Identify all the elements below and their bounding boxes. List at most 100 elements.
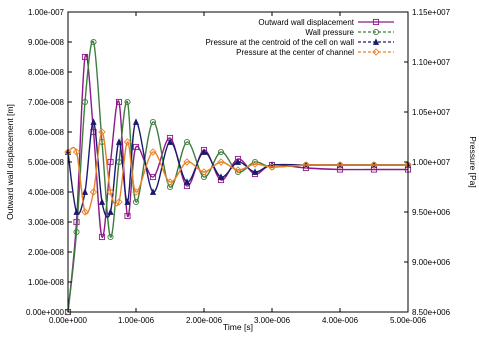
y-tick-label: 8.00e-008: [28, 68, 65, 77]
data-point: [200, 173, 208, 181]
data-point: [200, 148, 208, 155]
data-point: [81, 98, 89, 106]
y2-tick-label: 9.00e+006: [412, 258, 451, 267]
data-point: [149, 188, 157, 195]
data-point: [107, 158, 114, 166]
data-point: [124, 198, 131, 205]
plot-lines: [64, 38, 412, 316]
y2-tick-label: 1.10e+007: [412, 58, 451, 67]
data-point: [251, 160, 259, 168]
data-point: [166, 138, 174, 145]
data-point: [183, 178, 191, 185]
data-point: [217, 158, 225, 166]
data-point: [132, 118, 140, 125]
x-axis-title: Time [s]: [223, 322, 253, 332]
y2-tick-label: 1.15e+007: [412, 8, 451, 17]
data-point: [166, 183, 174, 191]
legend-item: Wall pressure: [305, 28, 394, 37]
data-point: [183, 138, 191, 146]
y-tick-label: 3.00e-008: [28, 218, 65, 227]
data-point: [268, 163, 276, 171]
x-tick-label: 5.00e-006: [390, 316, 427, 325]
data-point: [166, 178, 174, 186]
y-tick-label: 2.00e-008: [28, 248, 65, 257]
data-point: [251, 168, 259, 175]
y-tick-label: 9.00e-008: [28, 38, 65, 47]
series-4: [64, 128, 412, 216]
x-tick-label: 3.00e-006: [254, 316, 291, 325]
y2-tick-label: 1.00e+007: [412, 158, 451, 167]
data-point: [98, 198, 106, 205]
data-point: [81, 188, 89, 195]
data-point: [132, 143, 140, 151]
data-point: [107, 208, 114, 215]
axes-layer: 0.00e+000 1.00e-006 2.00e-006 3.00e-006 4.00…: [5, 8, 478, 332]
y2-tick-label: 8.50e+006: [412, 308, 451, 317]
data-point: [81, 53, 89, 61]
series-3: [64, 118, 412, 218]
data-point: [123, 138, 132, 146]
legend-label: Wall pressure: [305, 28, 354, 37]
y-tick-label: 5.00e-008: [28, 158, 65, 167]
data-point: [149, 173, 157, 181]
data-point: [73, 208, 80, 215]
x-tick-label: 4.00e-006: [322, 316, 359, 325]
data-point: [107, 233, 114, 241]
data-point: [217, 148, 225, 156]
y-axis-title: Outward wall displacement [m]: [5, 104, 15, 220]
data-point: [106, 188, 115, 196]
data-point: [217, 173, 225, 180]
y-tick-label: 1.00e-008: [28, 278, 65, 287]
x-tick-label: 1.00e-006: [118, 316, 155, 325]
legend-label: Pressure at the centroid of the cell on …: [205, 38, 354, 47]
data-point: [81, 208, 89, 216]
legend-item: Outward wall displacement: [258, 18, 394, 27]
legend-label: Outward wall displacement: [258, 18, 354, 27]
data-point: [115, 198, 123, 206]
data-point: [183, 158, 191, 166]
data-point: [234, 158, 242, 165]
data-point: [90, 118, 97, 125]
legend-label: Pressure at the center of channel: [236, 48, 354, 57]
legend-marker: [372, 28, 380, 36]
data-point: [370, 161, 378, 169]
y-tick-label: 0.00e+000: [26, 308, 65, 317]
y-tick-label: 1.00e-007: [28, 8, 65, 17]
legend-item: Pressure at the centroid of the cell on …: [205, 38, 394, 47]
legend-marker: [372, 38, 380, 45]
data-point: [234, 166, 242, 174]
data-point: [89, 188, 98, 196]
y2-tick-label: 1.05e+007: [412, 108, 451, 117]
data-point: [115, 98, 123, 106]
data-point: [73, 228, 80, 236]
data-point: [149, 148, 157, 156]
data-point: [302, 161, 310, 169]
data-point: [90, 38, 97, 46]
y-tick-label: 6.00e-008: [28, 128, 65, 137]
y2-tick-label: 9.50e+006: [412, 208, 451, 217]
y-tick-label: 4.00e-008: [28, 188, 65, 197]
series-line: [67, 53, 408, 313]
x-tick-label: 0.00e+000: [49, 316, 88, 325]
y2-axis-title: Pressure [Pa]: [468, 136, 478, 188]
data-point: [149, 118, 157, 126]
data-point: [336, 161, 344, 169]
series-line: [67, 131, 408, 215]
data-point: [98, 233, 106, 241]
x-tick-label: 2.00e-006: [186, 316, 223, 325]
series-line: [67, 121, 408, 218]
data-point: [98, 128, 106, 136]
data-point: [124, 98, 131, 106]
series-line: [67, 40, 408, 313]
data-point: [200, 168, 208, 176]
data-point: [124, 212, 131, 220]
legend-item: Pressure at the center of channel: [236, 48, 394, 57]
data-point: [132, 188, 140, 196]
legend-marker: [372, 48, 380, 56]
series-2: [64, 38, 412, 316]
y-tick-label: 7.00e-008: [28, 98, 65, 107]
data-point: [115, 138, 123, 145]
